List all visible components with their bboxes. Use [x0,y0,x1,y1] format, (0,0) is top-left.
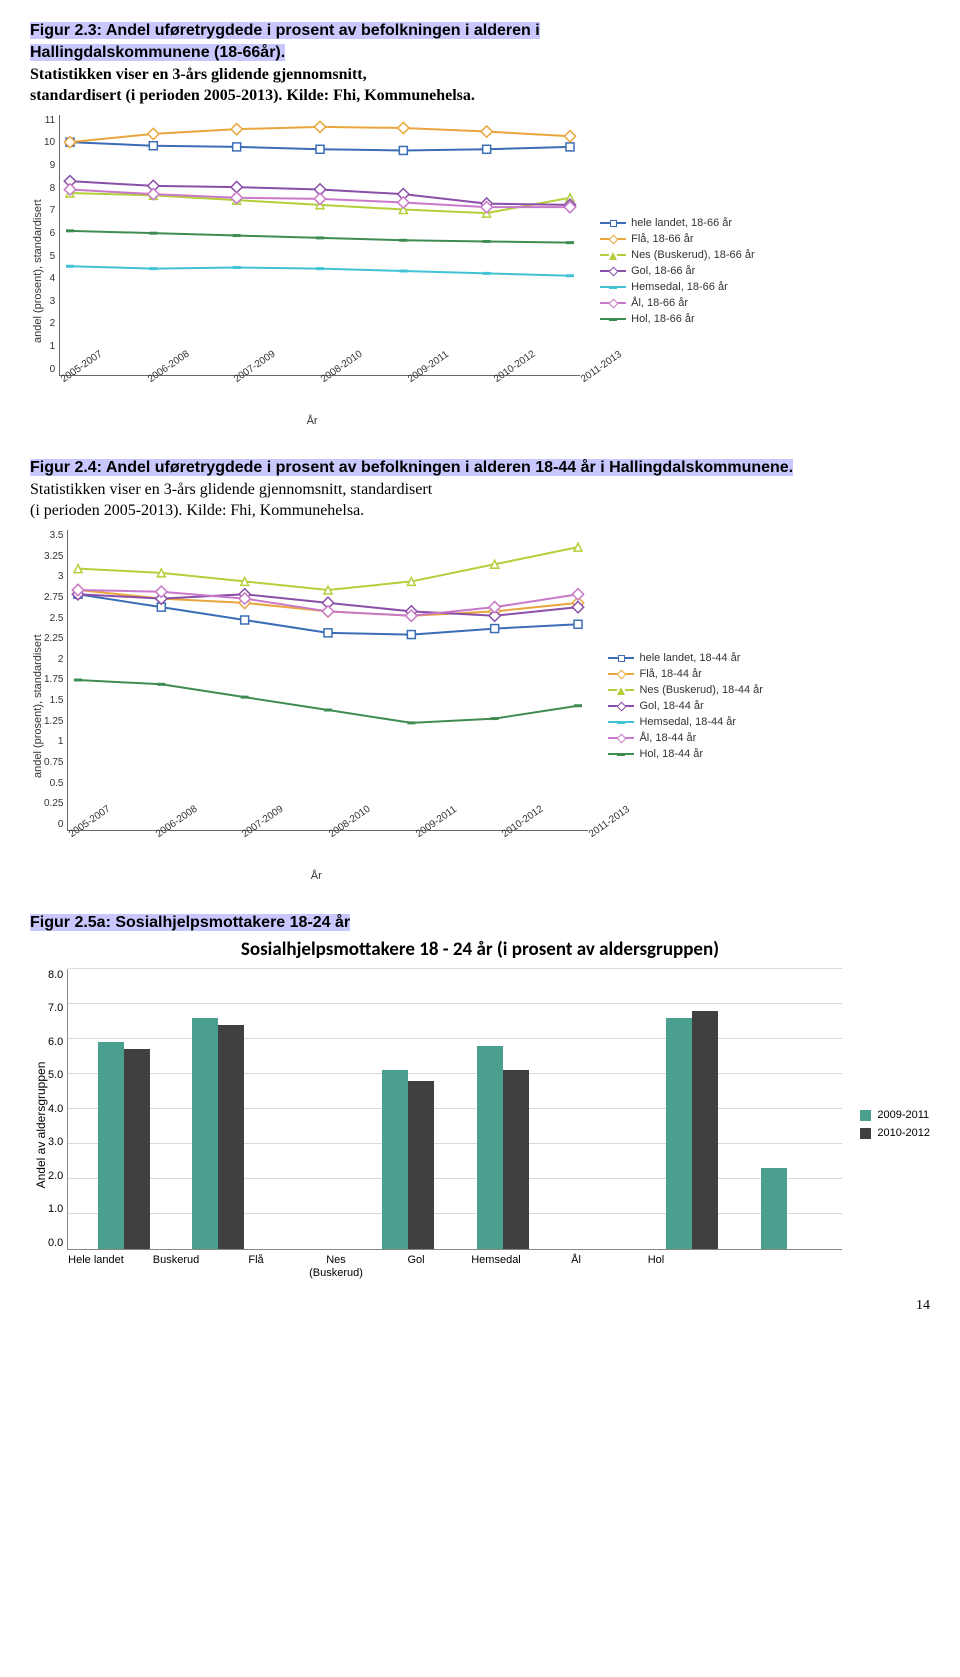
y-axis-label: andel (prosent), standardisert [30,530,44,882]
plot-area [59,115,580,376]
figure-2-4: Figur 2.4: Andel uføretrygdede i prosent… [30,457,930,882]
bar-group [477,1046,529,1249]
bar-group [382,1070,434,1249]
bar [477,1046,503,1249]
legend-item: Flå, 18-66 år [600,233,755,245]
legend-item: Gol, 18-66 år [600,265,755,277]
bar-chart-title: Sosialhjelpsmottakere 18 - 24 år (i pros… [30,938,930,961]
heading-line-1: Figur 2.3: Andel uføretrygdede i prosent… [30,22,540,39]
bar-group [666,1011,718,1249]
legend-item: Gol, 18-44 år [608,700,763,712]
legend: 2009-2011 2010-2012 [860,969,930,1280]
bar [192,1018,218,1249]
legend-item: 2009-2011 [860,1109,930,1121]
plot-area [67,530,588,831]
legend-item: Flå, 18-44 år [608,668,763,680]
legend: hele landet, 18-66 år Flå, 18-66 år Nes (B… [600,217,755,325]
bar [124,1049,150,1249]
figure-2-4-heading: Figur 2.4: Andel uføretrygdede i prosent… [30,457,930,479]
figure-2-5a: Figur 2.5a: Sosialhjelpsmottakere 18-24 … [30,912,930,1280]
y-ticks: 3.53.2532.752.52.2521.751.51.2510.750.50… [44,530,67,830]
bar [503,1070,529,1249]
legend-item: hele landet, 18-66 år [600,217,755,229]
figure-2-5a-chart: Andel av aldersgruppen 8.07.06.05.04.03.… [30,969,930,1280]
figure-2-4-caption: Statistikken viser en 3-års glidende gje… [30,480,930,522]
legend-item: Hemsedal, 18-66 år [600,281,755,293]
bar-group [192,1018,244,1249]
figure-2-3: Figur 2.3: Andel uføretrygdede i prosent… [30,20,930,427]
bar [761,1168,787,1249]
x-ticks: 2005-20072006-20082007-20092008-20102009… [59,376,579,387]
bar [408,1081,434,1249]
bar [666,1018,692,1249]
bar [382,1070,408,1249]
plot-area [67,969,842,1250]
figure-2-3-heading: Figur 2.3: Andel uføretrygdede i prosent… [30,20,930,63]
y-ticks: 8.07.06.05.04.03.02.01.00.0 [48,969,67,1249]
figure-2-3-caption: Statistikken viser en 3-års glidende gje… [30,65,930,107]
x-axis-label: År [44,870,588,882]
legend-item: Nes (Buskerud), 18-44 år [608,684,763,696]
bar [218,1025,244,1249]
y-axis-label: Andel av aldersgruppen [30,969,48,1280]
legend-item: Hol, 18-44 år [608,748,763,760]
figure-2-4-chart: andel (prosent), standardisert 3.53.2532… [30,530,930,882]
legend-item: Hol, 18-66 år [600,313,755,325]
bar [692,1011,718,1249]
y-axis-label: andel (prosent), standardisert [30,115,44,427]
page-number: 14 [30,1298,930,1314]
bar-group [98,1042,150,1249]
legend: hele landet, 18-44 år Flå, 18-44 år Nes (B… [608,652,763,760]
legend-item: 2010-2012 [860,1127,930,1139]
heading-line-2: Hallingdalskommunene (18-66år). [30,44,285,61]
legend-item: Ål, 18-44 år [608,732,763,744]
x-labels: Hele landetBuskerudFlåNes(Buskerud)GolHe… [48,1250,704,1280]
x-ticks: 2005-20072006-20082007-20092008-20102009… [67,831,587,842]
legend-item: Ål, 18-66 år [600,297,755,309]
bar-group [761,1168,813,1249]
x-axis-label: År [44,415,580,427]
figure-2-3-chart: andel (prosent), standardisert 111098765… [30,115,930,427]
legend-item: Nes (Buskerud), 18-66 år [600,249,755,261]
legend-item: Hemsedal, 18-44 år [608,716,763,728]
legend-item: hele landet, 18-44 år [608,652,763,664]
bar [98,1042,124,1249]
figure-2-5a-heading: Figur 2.5a: Sosialhjelpsmottakere 18-24 … [30,912,930,934]
y-ticks: 11109876543210 [44,115,59,375]
